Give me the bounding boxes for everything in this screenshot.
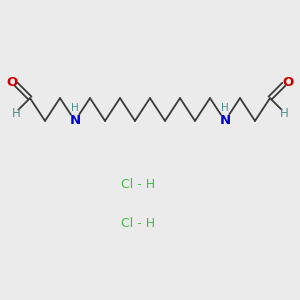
Text: H: H xyxy=(12,107,20,120)
Text: O: O xyxy=(282,76,293,89)
Text: Cl - H: Cl - H xyxy=(121,217,155,230)
Text: Cl - H: Cl - H xyxy=(121,178,155,191)
Text: O: O xyxy=(7,76,18,89)
Text: N: N xyxy=(69,114,81,127)
Text: H: H xyxy=(280,107,288,120)
Text: N: N xyxy=(219,114,231,127)
Text: H: H xyxy=(71,103,79,113)
Text: H: H xyxy=(221,103,229,113)
